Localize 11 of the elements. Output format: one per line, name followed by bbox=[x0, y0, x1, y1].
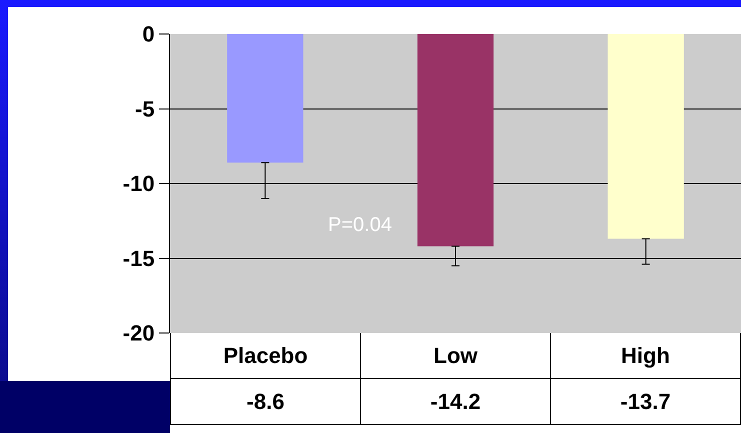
x-tick-label: High bbox=[550, 333, 740, 378]
y-tick-label: -20 bbox=[122, 320, 155, 346]
x-tick-label: Placebo bbox=[170, 333, 360, 378]
data-label: -14.2 bbox=[360, 378, 550, 424]
x-tick-label: Low bbox=[360, 333, 550, 378]
y-tick-label: -5 bbox=[135, 96, 155, 122]
y-tick-label: -10 bbox=[122, 171, 155, 196]
data-label: -8.6 bbox=[170, 378, 360, 424]
y-tick-label: 0 bbox=[142, 22, 155, 47]
data-label: -13.7 bbox=[550, 378, 740, 424]
y-tick-label: -15 bbox=[122, 246, 155, 271]
